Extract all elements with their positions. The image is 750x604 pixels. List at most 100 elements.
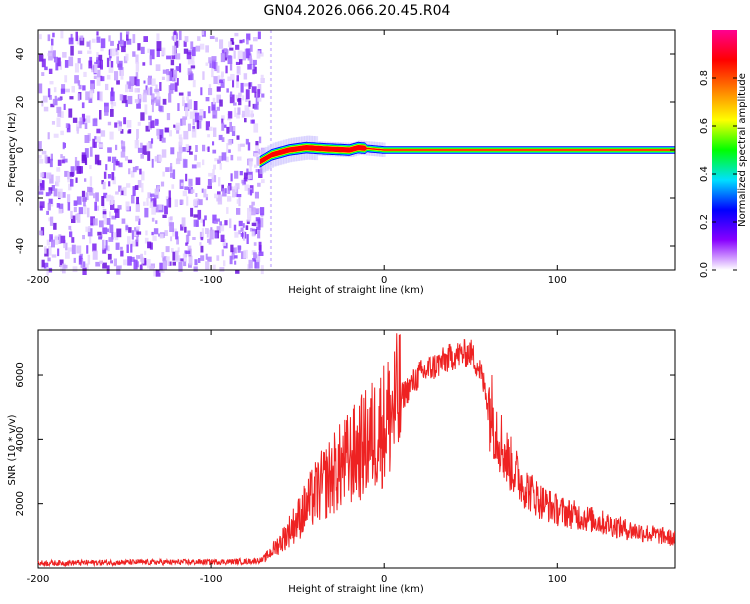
noise-cell <box>229 255 233 265</box>
noise-cell <box>153 97 157 101</box>
noise-cell <box>109 131 114 140</box>
noise-cell <box>269 186 272 189</box>
noise-cell <box>111 104 114 112</box>
noise-cell <box>51 121 55 125</box>
noise-cell <box>269 42 272 45</box>
noise-cell <box>159 262 163 272</box>
noise-cell <box>246 219 250 224</box>
noise-cell <box>120 250 124 257</box>
x-tick-label: 0 <box>381 275 387 286</box>
noise-cell <box>170 163 173 173</box>
noise-cell <box>127 95 133 105</box>
noise-cell <box>213 164 216 170</box>
noise-cell <box>107 174 112 179</box>
noise-cell <box>234 107 237 117</box>
noise-cell <box>96 52 99 58</box>
noise-cell <box>208 126 213 131</box>
noise-cell <box>82 235 85 240</box>
noise-cell <box>243 249 248 259</box>
noise-cell <box>50 103 55 108</box>
noise-cell <box>269 204 272 207</box>
noise-cell <box>205 261 210 270</box>
noise-cell <box>230 154 234 161</box>
noise-cell <box>125 201 130 211</box>
noise-cell <box>170 147 175 155</box>
noise-cell <box>259 218 264 228</box>
noise-cell <box>180 118 183 126</box>
noise-cell <box>234 32 239 37</box>
noise-cell <box>147 259 151 269</box>
noise-cell <box>136 255 141 259</box>
x-tick-label: -200 <box>27 275 50 286</box>
noise-cell <box>185 144 189 151</box>
noise-cell <box>129 76 135 86</box>
noise-cell <box>220 234 225 242</box>
noise-cell <box>58 234 62 244</box>
noise-cell <box>151 204 156 215</box>
noise-cell <box>169 222 174 232</box>
noise-cell <box>135 62 140 72</box>
noise-cell <box>226 207 229 214</box>
noise-cell <box>153 269 157 277</box>
noise-cell <box>140 46 145 54</box>
noise-cell <box>81 154 87 164</box>
noise-cell <box>49 81 54 85</box>
noise-cell <box>242 223 245 228</box>
noise-cell <box>43 262 49 269</box>
noise-cell <box>81 102 85 109</box>
noise-cell <box>159 269 165 273</box>
noise-cell <box>70 210 73 219</box>
noise-cell <box>74 75 79 84</box>
noise-cell <box>126 38 132 45</box>
noise-cell <box>48 190 52 196</box>
noise-cell <box>151 138 154 144</box>
noise-cell <box>269 120 272 123</box>
snr-x-ticks: -200 -100 0 100 <box>27 330 567 585</box>
noise-cell <box>138 218 141 225</box>
x-tick-label: 0 <box>381 574 387 585</box>
noise-cell <box>269 60 272 63</box>
noise-cell <box>198 120 202 129</box>
noise-cell <box>121 146 126 152</box>
noise-cell <box>92 243 97 252</box>
noise-cell <box>77 80 81 86</box>
noise-cell <box>209 229 214 240</box>
noise-cell <box>108 237 114 242</box>
noise-cell <box>125 225 129 231</box>
noise-cell <box>47 34 51 42</box>
noise-cell <box>81 261 86 268</box>
noise-cell <box>181 217 186 227</box>
noise-cell <box>38 83 43 94</box>
noise-cell <box>166 199 169 208</box>
noise-cell <box>229 91 233 97</box>
noise-cell <box>168 71 173 81</box>
noise-cell <box>102 181 106 190</box>
noise-cell <box>96 69 101 78</box>
noise-cell <box>258 251 264 256</box>
noise-cell <box>65 242 68 251</box>
noise-cell <box>141 171 145 181</box>
noise-cell <box>132 231 138 237</box>
y-tick-label: 2000 <box>15 491 26 516</box>
y-tick-label: 4000 <box>15 427 26 452</box>
noise-cell <box>201 188 204 193</box>
noise-cell <box>91 38 96 43</box>
noise-cell <box>49 234 53 242</box>
noise-cell <box>98 236 102 240</box>
noise-cell <box>256 156 259 166</box>
noise-cell <box>149 265 155 271</box>
noise-cell <box>127 159 133 164</box>
noise-cell <box>160 181 165 187</box>
noise-cell <box>96 128 101 134</box>
noise-cell <box>115 242 120 250</box>
noise-cell <box>249 44 253 52</box>
noise-cell <box>212 169 215 179</box>
noise-cell <box>199 231 204 239</box>
noise-cell <box>168 216 173 227</box>
noise-cell <box>249 160 253 167</box>
noise-cell <box>254 103 259 110</box>
noise-cell <box>269 114 272 117</box>
noise-cell <box>242 110 246 118</box>
noise-cell <box>159 134 162 142</box>
y-tick-label: -40 <box>15 238 26 254</box>
